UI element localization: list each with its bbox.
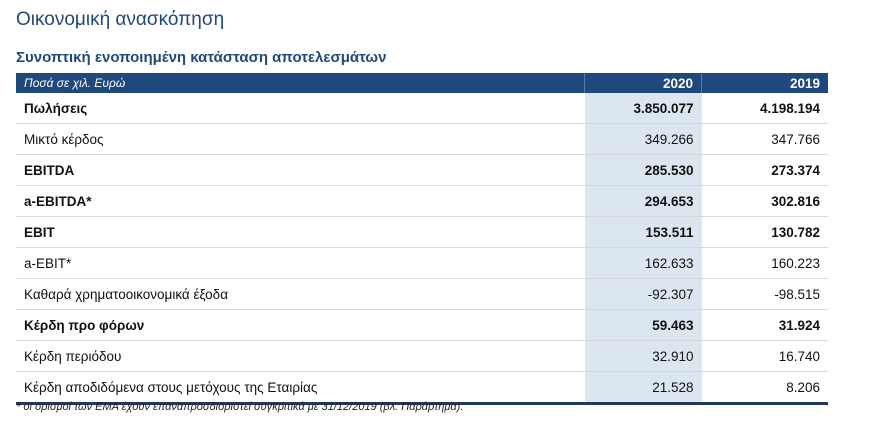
value-2020: 21.528 (584, 371, 702, 405)
footnote: * οι ορισμοί των ΕΜΑ έχουν επαναπροσδιορ… (16, 401, 464, 413)
row-label: Κέρδη αποδιδόμενα στους μετόχους της Ετα… (16, 371, 585, 405)
table-row: Κέρδη προ φόρων 59.463 31.924 (16, 309, 828, 341)
row-label: Μικτό κέρδος (16, 123, 585, 155)
income-statement-table: Ποσά σε χιλ. Ευρώ 2020 2019 Πωλήσεις 3.8… (16, 73, 828, 405)
table-row: Μικτό κέρδος 349.266 347.766 (16, 123, 828, 155)
page-title: Οικονομική ανασκόπηση (16, 9, 225, 30)
year-2019-header: 2019 (701, 73, 828, 93)
table-row: EBITDA 285.530 273.374 (16, 154, 828, 186)
row-label: Κέρδη περιόδου (16, 340, 585, 372)
row-label: EBITDA (16, 154, 585, 186)
value-2019: 31.924 (701, 309, 828, 341)
row-label: a-EBITDA* (16, 185, 585, 217)
value-2019: 4.198.194 (701, 93, 828, 124)
table-row: Κέρδη αποδιδόμενα στους μετόχους της Ετα… (16, 371, 828, 405)
value-2019: 16.740 (701, 340, 828, 372)
section-title: Συνοπτική ενοποιημένη κατάσταση αποτελεσ… (16, 49, 387, 66)
table-row: EBIT 153.511 130.782 (16, 216, 828, 248)
value-2020: 3.850.077 (584, 93, 702, 124)
table-header: Ποσά σε χιλ. Ευρώ 2020 2019 (16, 73, 828, 93)
value-2020: 59.463 (584, 309, 702, 341)
value-2019: 347.766 (701, 123, 828, 155)
value-2020: -92.307 (584, 278, 702, 310)
value-2019: 130.782 (701, 216, 828, 248)
row-label: Πωλήσεις (16, 93, 585, 124)
table-row: a-EBITDA* 294.653 302.816 (16, 185, 828, 217)
value-2020: 32.910 (584, 340, 702, 372)
table-row: Καθαρά χρηματοοικονομικά έξοδα -92.307 -… (16, 278, 828, 310)
row-label: Καθαρά χρηματοοικονομικά έξοδα (16, 278, 585, 310)
value-2019: 160.223 (701, 247, 828, 279)
value-2019: 302.816 (701, 185, 828, 217)
value-2020: 349.266 (584, 123, 702, 155)
table-row: Κέρδη περιόδου 32.910 16.740 (16, 340, 828, 372)
table-row: Πωλήσεις 3.850.077 4.198.194 (16, 93, 828, 124)
value-2020: 153.511 (584, 216, 702, 248)
row-label: Κέρδη προ φόρων (16, 309, 585, 341)
year-2020-header: 2020 (584, 73, 702, 93)
value-2020: 294.653 (584, 185, 702, 217)
value-2019: 8.206 (701, 371, 828, 405)
row-label: EBIT (16, 216, 585, 248)
value-2019: 273.374 (701, 154, 828, 186)
row-label: a-EBIT* (16, 247, 585, 279)
table-row: a-EBIT* 162.633 160.223 (16, 247, 828, 279)
units-header: Ποσά σε χιλ. Ευρώ (16, 73, 585, 93)
value-2019: -98.515 (701, 278, 828, 310)
value-2020: 285.530 (584, 154, 702, 186)
value-2020: 162.633 (584, 247, 702, 279)
